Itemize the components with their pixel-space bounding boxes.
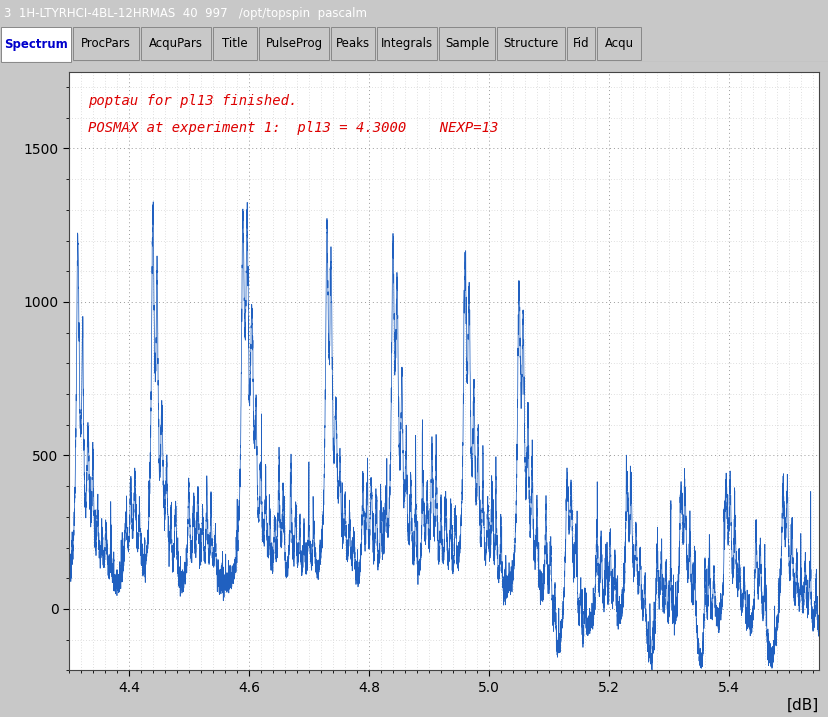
FancyBboxPatch shape [73, 27, 139, 60]
Text: 3  1H-LTYRHCI-4BL-12HRMAS  40  997   /opt/topspin  pascalm: 3 1H-LTYRHCI-4BL-12HRMAS 40 997 /opt/top… [4, 7, 367, 20]
FancyBboxPatch shape [596, 27, 640, 60]
FancyBboxPatch shape [330, 27, 375, 60]
Text: [dB]: [dB] [786, 698, 818, 712]
Text: Spectrum: Spectrum [4, 38, 68, 51]
FancyBboxPatch shape [141, 27, 211, 60]
FancyBboxPatch shape [566, 27, 595, 60]
Text: Sample: Sample [445, 37, 489, 50]
Text: PulseProg: PulseProg [265, 37, 322, 50]
Text: Fid: Fid [572, 37, 589, 50]
FancyBboxPatch shape [377, 27, 436, 60]
Text: Title: Title [222, 37, 248, 50]
Text: Structure: Structure [503, 37, 558, 50]
Text: ProcPars: ProcPars [81, 37, 131, 50]
Text: AcquPars: AcquPars [149, 37, 203, 50]
FancyBboxPatch shape [1, 27, 71, 62]
Text: POSMAX at experiment 1:  pl13 = 4.3000    NEXP=13: POSMAX at experiment 1: pl13 = 4.3000 NE… [88, 120, 498, 135]
FancyBboxPatch shape [258, 27, 329, 60]
Text: Peaks: Peaks [335, 37, 369, 50]
Text: Integrals: Integrals [381, 37, 432, 50]
FancyBboxPatch shape [438, 27, 494, 60]
Text: poptau for pl13 finished.: poptau for pl13 finished. [88, 95, 296, 108]
Text: Acqu: Acqu [604, 37, 633, 50]
FancyBboxPatch shape [213, 27, 257, 60]
FancyBboxPatch shape [496, 27, 565, 60]
